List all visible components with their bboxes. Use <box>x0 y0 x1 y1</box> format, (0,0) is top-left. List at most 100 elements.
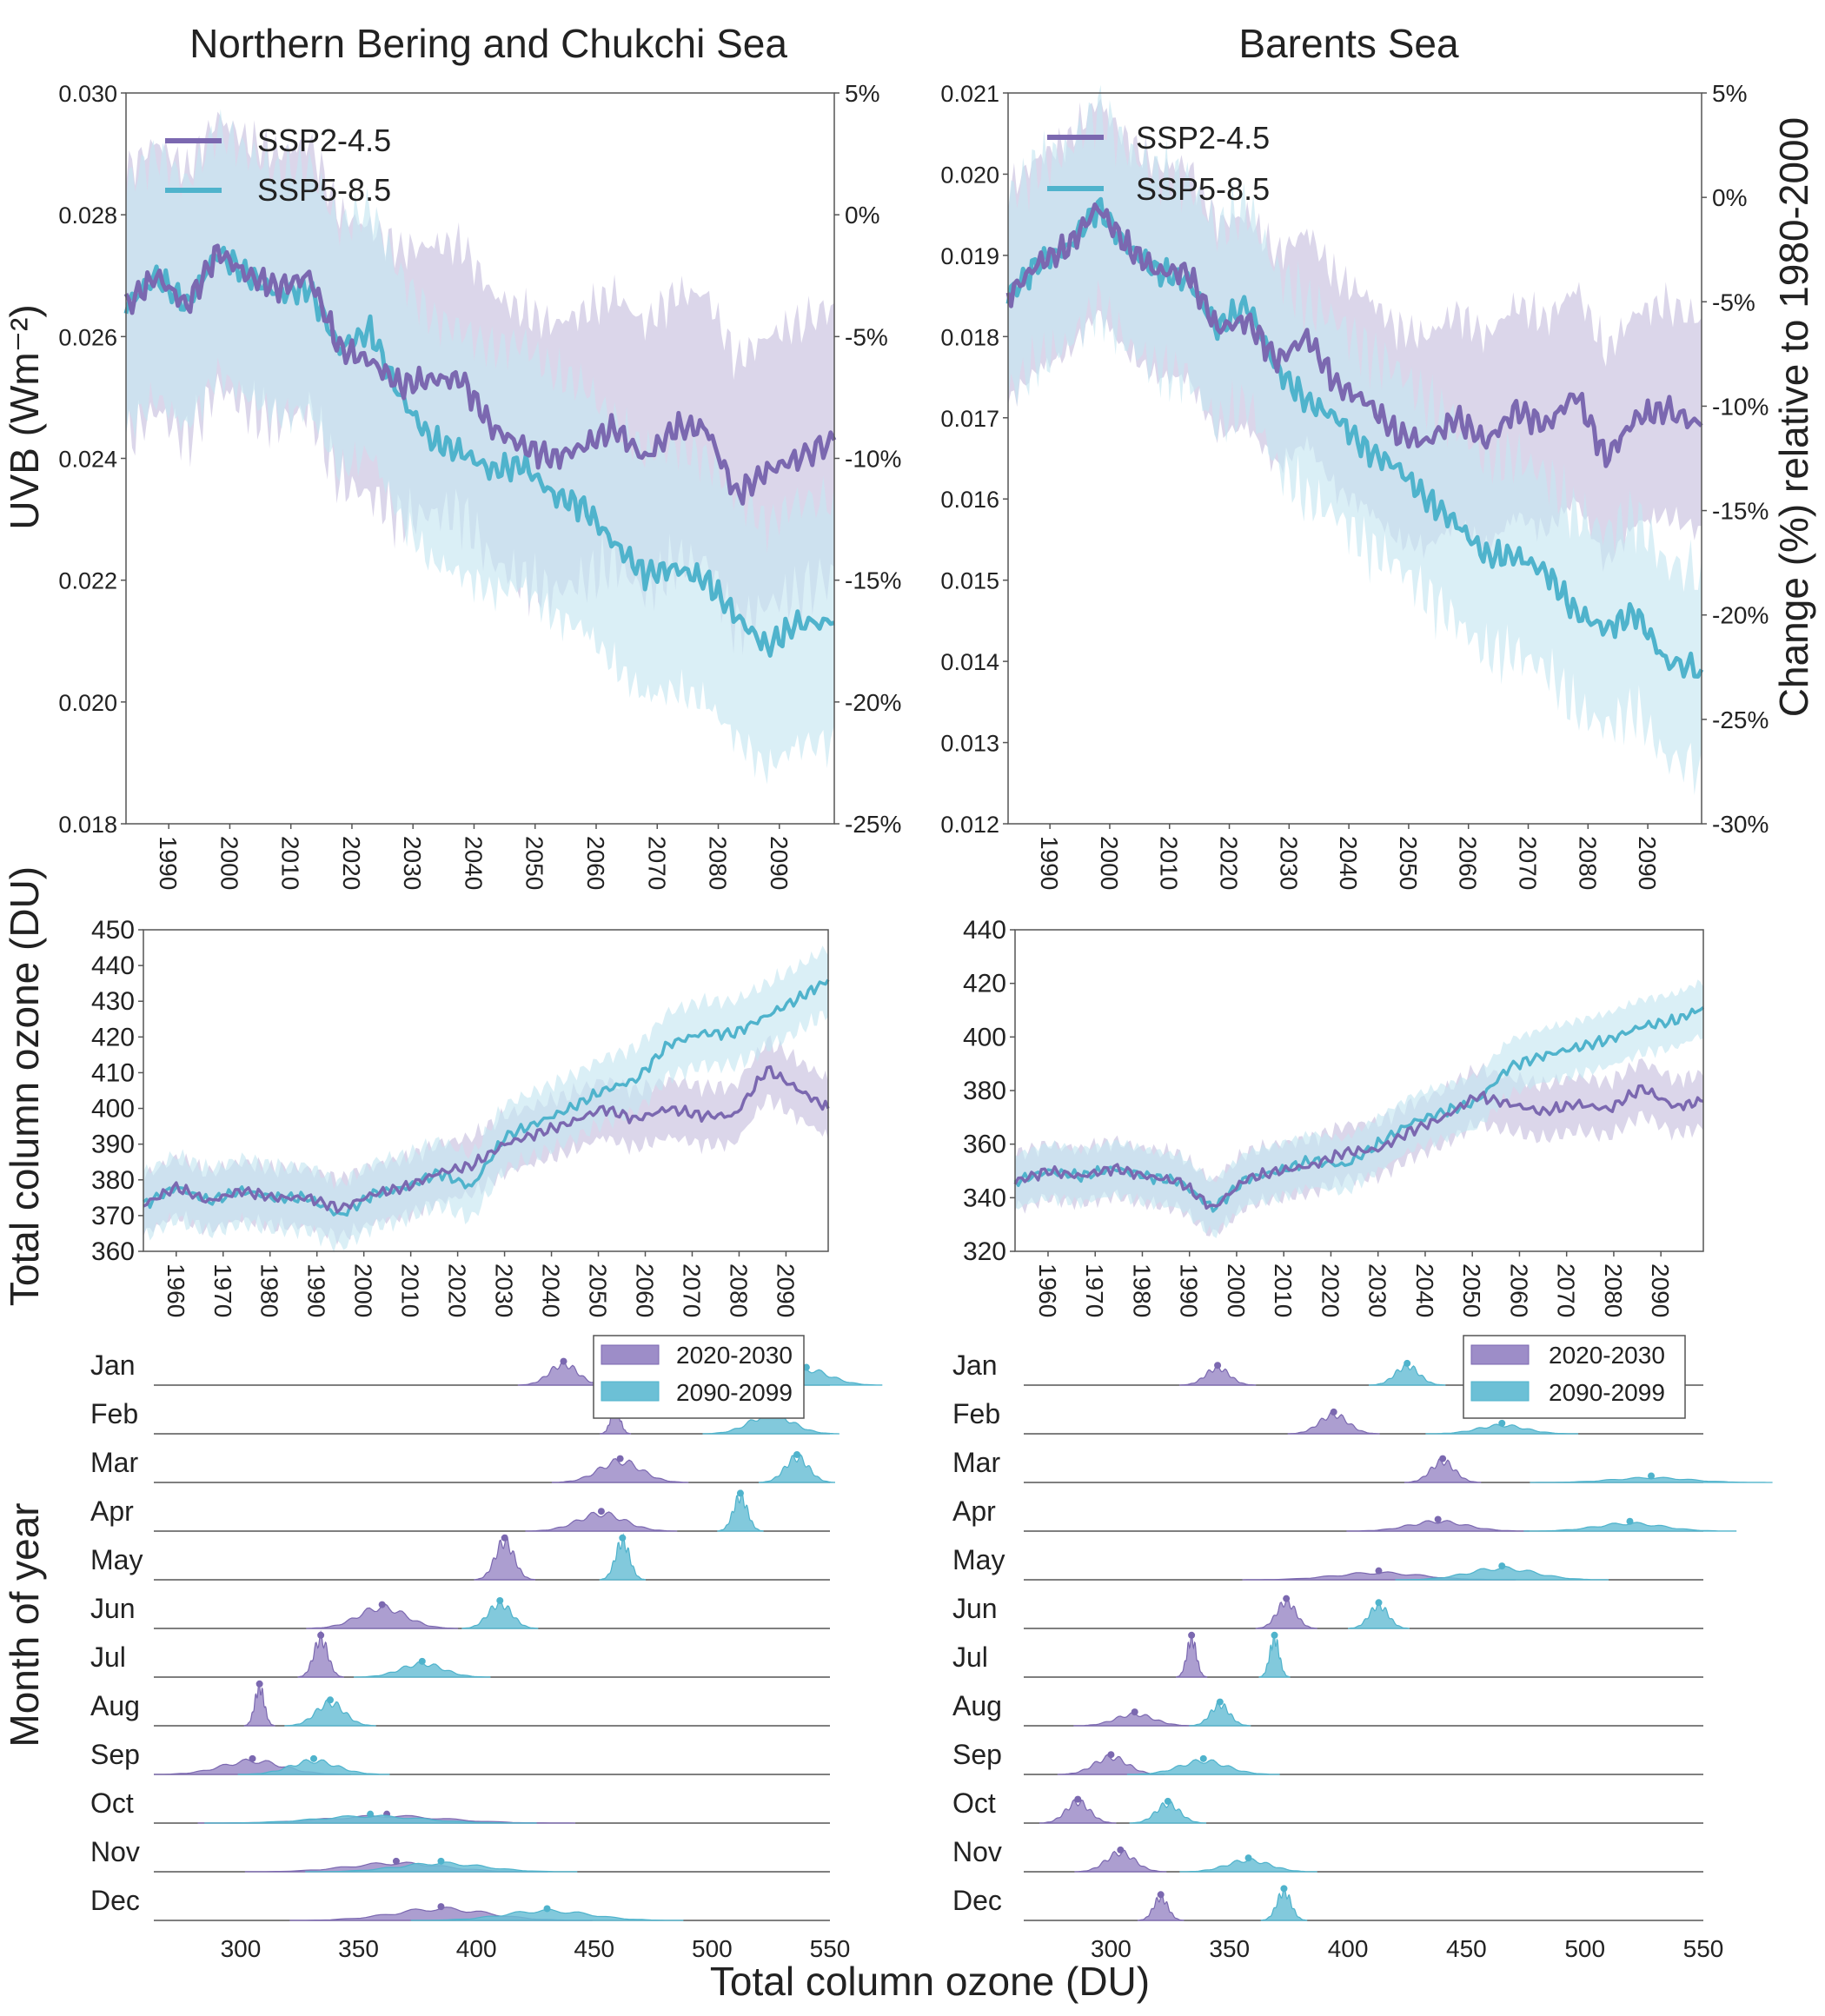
ridge-2020-2030-apr <box>525 1511 678 1532</box>
x-tick-label: 2040 <box>1411 1263 1438 1317</box>
x-tick-label: 2070 <box>678 1263 705 1317</box>
ridge-peak-marker <box>378 1601 386 1608</box>
y-tick-label: 0.015 <box>940 568 999 594</box>
ridge-2020-2030-may <box>474 1534 535 1581</box>
legend-swatch-2020 <box>1470 1344 1530 1365</box>
y-tick-label: 380 <box>963 1077 1006 1105</box>
x-tick-label: 350 <box>338 1935 379 1962</box>
x-tick-label: 2030 <box>399 836 426 890</box>
x-tick-label: 2010 <box>397 1263 424 1317</box>
y-tick-label: 0.021 <box>940 81 999 107</box>
ridge-peak-marker <box>1157 1891 1165 1899</box>
ridge-peak-marker <box>317 1631 325 1639</box>
ridge-2090-2099-oct <box>204 1814 537 1824</box>
y-tick-label: 370 <box>91 1202 135 1230</box>
plot-frame <box>1007 92 1702 825</box>
ridge-x-axis-label: Total column ozone (DU) <box>710 1959 1150 2004</box>
y-tick-label: 0.014 <box>940 649 999 675</box>
ridge-peak-marker <box>736 1489 744 1497</box>
y-tick-label: 400 <box>963 1023 1006 1051</box>
right-y-tick-label: -5% <box>845 323 888 350</box>
month-label-apr: Apr <box>952 1495 996 1527</box>
x-tick-label: 450 <box>1446 1935 1487 1962</box>
right-panel-title: Barents Sea <box>1238 21 1459 66</box>
legend-label-2090: 2090-2099 <box>1549 1379 1665 1406</box>
ridge-peak-marker <box>1375 1599 1383 1607</box>
ridge-peak-marker <box>249 1754 256 1762</box>
ridge-peak-marker <box>1216 1698 1224 1706</box>
x-tick-label: 550 <box>1683 1935 1724 1962</box>
ridge-peak-marker <box>501 1534 508 1542</box>
month-label-jun: Jun <box>952 1593 998 1624</box>
ridge-2090-2099-may <box>599 1533 646 1581</box>
series-line-SSP5-8.5 <box>142 978 830 1217</box>
month-label-nov: Nov <box>90 1836 140 1867</box>
ridge-peak-marker <box>1199 1754 1207 1762</box>
ridge-2090-2099-aug <box>284 1698 376 1727</box>
ridge-2090-2099-apr <box>717 1489 764 1532</box>
x-tick-label: 2060 <box>1505 1263 1532 1317</box>
ridge-peak-marker <box>1280 1885 1288 1893</box>
x-tick-label: 2050 <box>1458 1263 1485 1317</box>
x-tick-label: 2010 <box>1156 836 1183 890</box>
ridge-peak-marker <box>1271 1631 1278 1639</box>
x-tick-label: 2020 <box>1216 836 1243 890</box>
month-label-jun: Jun <box>90 1593 136 1624</box>
ridge-2020-2030-mar <box>551 1457 689 1483</box>
x-tick-label: 400 <box>1328 1935 1369 1962</box>
legend-label-ssp585: SSP5-8.5 <box>257 172 391 208</box>
uvb-bering-panel: 1990 2000 2010 2020 2030 2040 2050 2060 2070 2080… <box>58 80 901 890</box>
right-y-tick-label: 5% <box>1712 80 1747 107</box>
ridge-2020-2030-oct <box>1039 1799 1117 1824</box>
ridge-peak-marker <box>1375 1567 1383 1575</box>
y-tick-label: 430 <box>91 987 135 1016</box>
ridge-peak-marker <box>1074 1795 1082 1803</box>
ridge-peak-marker <box>1404 1359 1411 1367</box>
x-tick-label: 2090 <box>1647 1263 1674 1317</box>
y-tick-label: 0.030 <box>58 81 117 107</box>
ridge-peak-marker <box>543 1905 551 1913</box>
right-y-tick-label: -25% <box>845 811 901 838</box>
x-tick-label: 2070 <box>1553 1263 1580 1317</box>
right-y-tick-label: -15% <box>1712 498 1769 525</box>
ridge-2090-2099-sep <box>1126 1759 1280 1775</box>
x-tick-label: 2000 <box>216 836 242 890</box>
legend-swatch-2090 <box>601 1381 660 1402</box>
y-tick-label: 440 <box>963 916 1006 945</box>
ridge-2020-2030-apr <box>1346 1520 1530 1532</box>
y-tick-label: 420 <box>963 970 1006 998</box>
x-tick-label: 2030 <box>1275 836 1302 890</box>
legend-swatch-2020 <box>601 1344 660 1365</box>
x-tick-label: 300 <box>1091 1935 1132 1962</box>
x-tick-label: 1980 <box>256 1263 283 1317</box>
month-label-jan: Jan <box>952 1350 998 1381</box>
month-label-jul: Jul <box>952 1641 988 1673</box>
y-tick-label: 360 <box>963 1131 1006 1159</box>
month-label-aug: Aug <box>90 1690 140 1721</box>
ridge-peak-marker <box>1117 1846 1125 1854</box>
x-tick-label: 2090 <box>766 836 793 890</box>
legend-ridge-barents: 2020-2030 2090-2099 <box>1463 1335 1686 1419</box>
ridge-peak-marker <box>310 1754 318 1762</box>
month-label-sep: Sep <box>952 1739 1002 1770</box>
y-tick-label: 0.018 <box>58 812 117 838</box>
ridge-2090-2099-oct <box>1129 1800 1207 1824</box>
x-tick-label: 2030 <box>491 1263 518 1317</box>
month-label-dec: Dec <box>952 1885 1002 1916</box>
x-tick-label: 2020 <box>444 1263 471 1317</box>
x-tick-label: 2000 <box>1223 1263 1250 1317</box>
ridge-2090-2099-jul <box>1258 1632 1291 1678</box>
ridge-peak-marker <box>326 1696 334 1704</box>
ridge-peak-marker <box>437 1857 445 1865</box>
x-tick-label: 2080 <box>705 836 732 890</box>
x-tick-label: 2080 <box>1574 836 1601 890</box>
month-label-oct: Oct <box>90 1787 134 1819</box>
plot-frame <box>143 929 829 1252</box>
y-tick-label: 380 <box>91 1166 135 1195</box>
month-label-jul: Jul <box>90 1641 126 1673</box>
band-SSP5-8.5 <box>1008 84 1702 796</box>
y-tick-label: 360 <box>91 1237 135 1266</box>
x-tick-label: 500 <box>1564 1935 1605 1962</box>
ridge-peak-marker <box>597 1508 605 1515</box>
